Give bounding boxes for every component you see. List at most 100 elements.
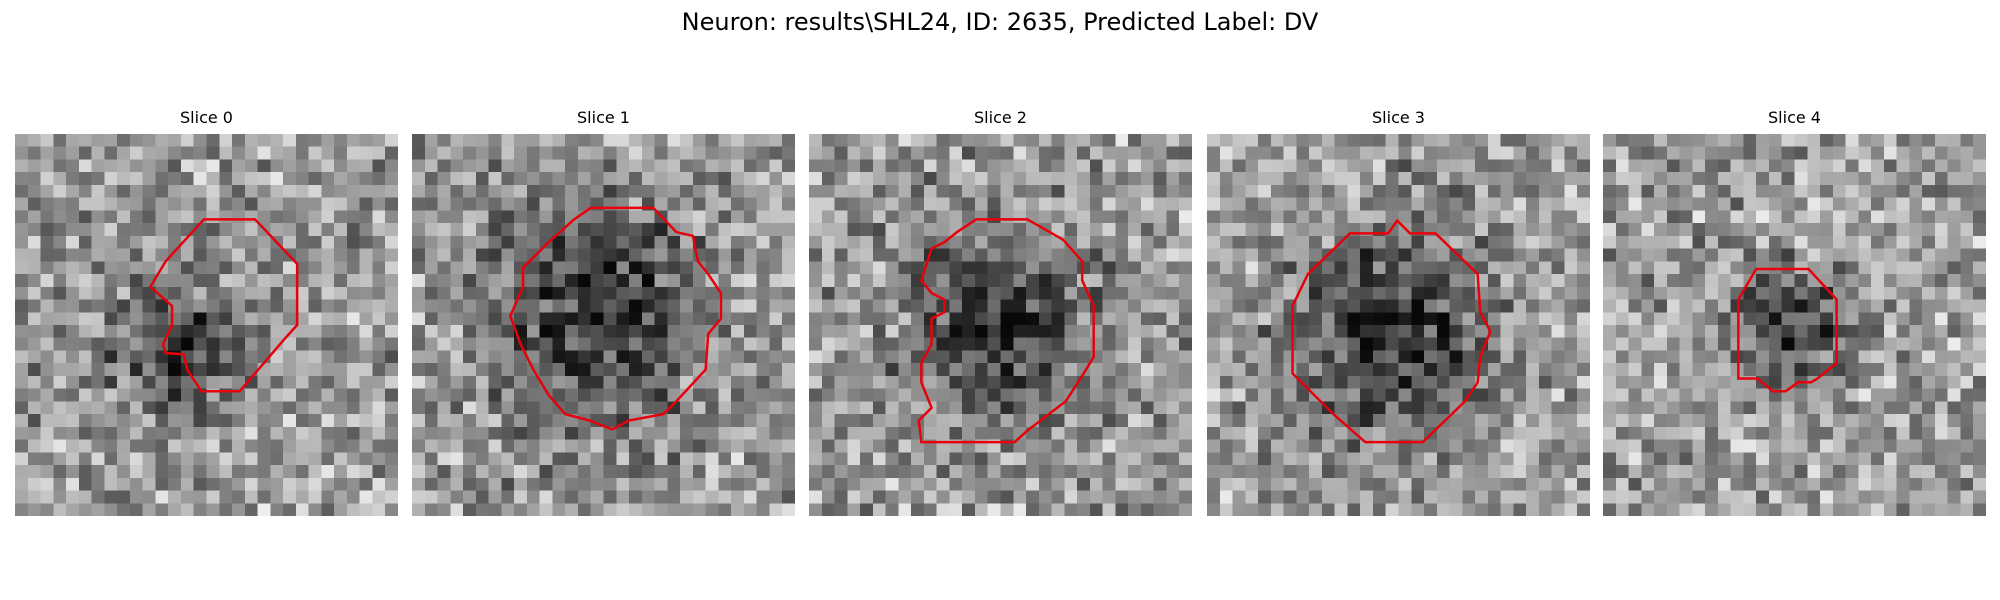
pixel xyxy=(782,248,795,262)
pixel xyxy=(987,414,1001,428)
pixel xyxy=(1115,197,1129,211)
pixel xyxy=(1219,172,1233,186)
pixel xyxy=(1538,350,1552,364)
pixel xyxy=(437,248,451,262)
pixel xyxy=(1153,134,1167,147)
pixel xyxy=(372,197,386,211)
pixel xyxy=(475,312,489,326)
pixel xyxy=(987,401,1001,415)
pixel xyxy=(1089,426,1103,440)
pixel xyxy=(1551,388,1565,402)
pixel xyxy=(1960,197,1974,211)
pixel xyxy=(1051,197,1065,211)
pixel xyxy=(577,503,591,516)
pixel xyxy=(1128,426,1142,440)
pixel xyxy=(577,477,591,491)
pixel xyxy=(346,414,360,428)
pixel xyxy=(860,401,874,415)
pixel xyxy=(450,388,464,402)
pixel xyxy=(782,274,795,288)
pixel xyxy=(346,235,360,249)
pixel xyxy=(680,477,694,491)
pixel xyxy=(1845,414,1859,428)
pixel xyxy=(692,184,706,198)
pixel xyxy=(1692,286,1706,300)
pixel xyxy=(1179,401,1192,415)
pixel xyxy=(1026,299,1040,313)
pixel xyxy=(1500,286,1514,300)
pixel xyxy=(565,299,579,313)
pixel xyxy=(641,146,655,160)
pixel xyxy=(949,477,963,491)
pixel xyxy=(1615,363,1629,377)
pixel xyxy=(308,452,322,466)
pixel xyxy=(821,337,835,351)
pixel xyxy=(718,439,732,453)
pixel xyxy=(117,465,131,479)
pixel xyxy=(1705,426,1719,440)
pixel xyxy=(66,503,80,516)
pixel xyxy=(283,363,297,377)
pixel xyxy=(1973,274,1986,288)
pixel xyxy=(1128,414,1142,428)
pixel xyxy=(308,363,322,377)
pixel xyxy=(936,350,950,364)
pixel xyxy=(372,184,386,198)
pixel xyxy=(1615,490,1629,504)
pixel xyxy=(1219,414,1233,428)
pixel xyxy=(1922,159,1936,173)
pixel xyxy=(629,325,643,338)
pixel xyxy=(1654,197,1668,211)
pixel xyxy=(53,172,67,186)
pixel xyxy=(1207,235,1221,249)
pixel xyxy=(809,134,823,147)
pixel xyxy=(1641,146,1655,160)
pixel xyxy=(244,274,258,288)
pixel xyxy=(680,452,694,466)
pixel xyxy=(552,286,566,300)
pixel xyxy=(616,172,630,186)
pixel xyxy=(987,325,1001,338)
pixel xyxy=(1615,172,1629,186)
pixel xyxy=(616,159,630,173)
pixel xyxy=(769,503,783,516)
pixel xyxy=(809,477,823,491)
pixel xyxy=(911,312,925,326)
pixel xyxy=(372,401,386,415)
pixel xyxy=(412,274,426,288)
pixel xyxy=(1000,134,1014,147)
pixel xyxy=(1692,261,1706,275)
pixel xyxy=(475,350,489,364)
pixel xyxy=(539,274,553,288)
pixel xyxy=(1064,172,1078,186)
pixel xyxy=(66,134,80,147)
pixel xyxy=(1207,286,1221,300)
pixel xyxy=(872,363,886,377)
pixel xyxy=(1615,388,1629,402)
pixel xyxy=(1934,235,1948,249)
pixel xyxy=(244,439,258,453)
pixel xyxy=(1283,146,1297,160)
pixel xyxy=(552,172,566,186)
pixel xyxy=(1756,210,1770,224)
pixel xyxy=(692,134,706,147)
pixel xyxy=(372,146,386,160)
pixel xyxy=(501,439,515,453)
pixel xyxy=(437,350,451,364)
pixel xyxy=(1128,223,1142,237)
pixel xyxy=(488,375,502,389)
pixel xyxy=(1064,286,1078,300)
pixel xyxy=(1153,414,1167,428)
pixel xyxy=(1564,363,1578,377)
pixel xyxy=(911,477,925,491)
pixel xyxy=(1411,375,1425,389)
pixel xyxy=(450,223,464,237)
pixel xyxy=(40,337,54,351)
pixel xyxy=(616,426,630,440)
pixel xyxy=(1820,388,1834,402)
pixel xyxy=(168,388,182,402)
pixel xyxy=(1756,325,1770,338)
pixel xyxy=(1309,223,1323,237)
pixel xyxy=(1666,490,1680,504)
pixel xyxy=(769,337,783,351)
